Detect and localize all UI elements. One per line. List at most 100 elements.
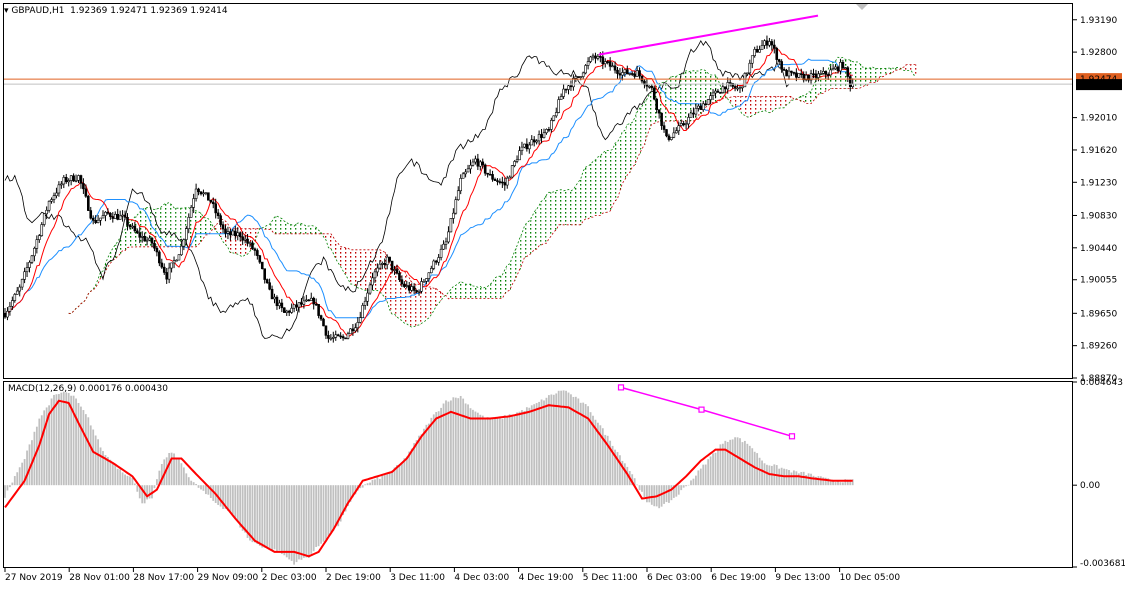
cloud-segment <box>148 206 151 247</box>
candle-body <box>226 231 230 234</box>
candle-body <box>415 290 418 293</box>
candle-body <box>625 69 629 75</box>
cloud-segment <box>763 96 766 111</box>
cloud-segment <box>898 67 901 70</box>
cloud-segment <box>692 70 695 122</box>
candle-body <box>258 255 262 263</box>
cloud-segment <box>809 91 813 104</box>
candle-body <box>733 86 737 89</box>
candle-body <box>11 300 14 307</box>
cloud-segment <box>209 222 213 232</box>
macd-histogram-bar <box>317 485 320 547</box>
trendline-handle[interactable] <box>698 406 705 413</box>
macd-histogram-bar <box>315 485 318 547</box>
macd-histogram-bar <box>815 476 817 486</box>
macd-histogram-bar <box>822 477 825 486</box>
macd-histogram-bar <box>212 485 215 501</box>
candle-body <box>596 56 600 59</box>
candle-body <box>777 59 781 62</box>
candle-body <box>263 268 267 280</box>
candle-body <box>569 85 573 88</box>
macd-histogram-bar <box>457 398 460 486</box>
cloud-segment <box>584 167 587 219</box>
time-tick-label: 3 Dec 11:00 <box>390 573 445 583</box>
candle-body <box>172 260 176 264</box>
macd-histogram-bar <box>45 407 48 486</box>
macd-histogram-bar <box>354 485 357 495</box>
candle-body <box>770 41 774 46</box>
macd-histogram-bar <box>329 485 332 533</box>
macd-histogram-bar <box>401 462 403 486</box>
macd-histogram-bar <box>464 403 467 486</box>
candle-body <box>579 76 583 78</box>
macd-histogram-bar <box>616 452 619 486</box>
cloud-segment <box>366 249 369 290</box>
candle-body <box>550 120 553 130</box>
cloud-segment <box>471 286 475 299</box>
price-trendline[interactable] <box>598 14 819 56</box>
cloud-segment <box>359 249 362 289</box>
macd-histogram-bar <box>589 412 592 486</box>
trendline-handle[interactable] <box>788 433 796 440</box>
candle-body <box>439 248 443 258</box>
candle-body <box>167 267 171 280</box>
candle-body <box>74 180 78 182</box>
cloud-segment <box>437 291 440 304</box>
candle-body <box>613 65 617 71</box>
candle-body <box>361 305 365 318</box>
candle-body <box>243 238 247 241</box>
cloud-segment <box>496 276 499 299</box>
cloud-segment <box>452 286 455 299</box>
candle-body <box>755 49 759 53</box>
candle-body <box>821 71 825 74</box>
macd-histogram-bar <box>124 474 126 486</box>
macd-histogram-bar <box>638 485 641 491</box>
cloud-segment <box>305 226 308 234</box>
cloud-segment <box>880 68 884 77</box>
candle-body <box>795 72 798 78</box>
cloud-segment <box>412 284 416 327</box>
chart-shift-marker[interactable] <box>856 4 868 10</box>
macd-histogram-bar <box>151 485 153 499</box>
candle-body <box>672 132 676 138</box>
candle-body <box>251 242 254 250</box>
macd-histogram-bar <box>40 415 43 486</box>
macd-histogram-bar <box>506 417 509 486</box>
macd-histogram-bar <box>195 483 197 486</box>
cloud-segment <box>643 102 646 145</box>
candle-body <box>160 262 164 268</box>
collapse-arrow-icon[interactable]: ▾ <box>4 6 9 16</box>
macd-histogram-bar <box>418 435 420 486</box>
trendline-handle[interactable] <box>617 384 625 391</box>
cloud-segment <box>442 295 445 297</box>
macd-histogram-bar <box>50 398 53 486</box>
cloud-segment <box>682 73 685 122</box>
macd-histogram-bar <box>452 397 455 486</box>
cloud-segment <box>91 289 95 291</box>
macd-histogram-bar <box>832 481 834 486</box>
cloud-segment <box>256 228 259 235</box>
cloud-segment <box>702 69 705 110</box>
cloud-segment <box>207 218 210 235</box>
macd-histogram-bar <box>374 479 376 486</box>
candle-body <box>449 218 453 233</box>
macd-histogram-bar <box>704 464 707 486</box>
macd-histogram-bar <box>273 485 276 550</box>
candle-body <box>351 328 355 332</box>
candle-body <box>765 40 769 46</box>
cloud-segment <box>457 283 460 299</box>
macd-histogram-bar <box>9 485 11 488</box>
cloud-segment <box>915 64 918 76</box>
macd-histogram-bar <box>450 400 452 486</box>
candle-body <box>91 217 95 221</box>
macd-histogram-bar <box>209 485 212 498</box>
current-price-marker <box>1076 79 1122 91</box>
candle-body <box>422 280 426 283</box>
candle-body <box>684 123 688 126</box>
candle-body <box>143 236 146 242</box>
cloud-segment <box>704 70 707 108</box>
macd-histogram-bar <box>381 475 384 486</box>
candle-body <box>253 248 257 251</box>
candle-body <box>728 82 732 84</box>
